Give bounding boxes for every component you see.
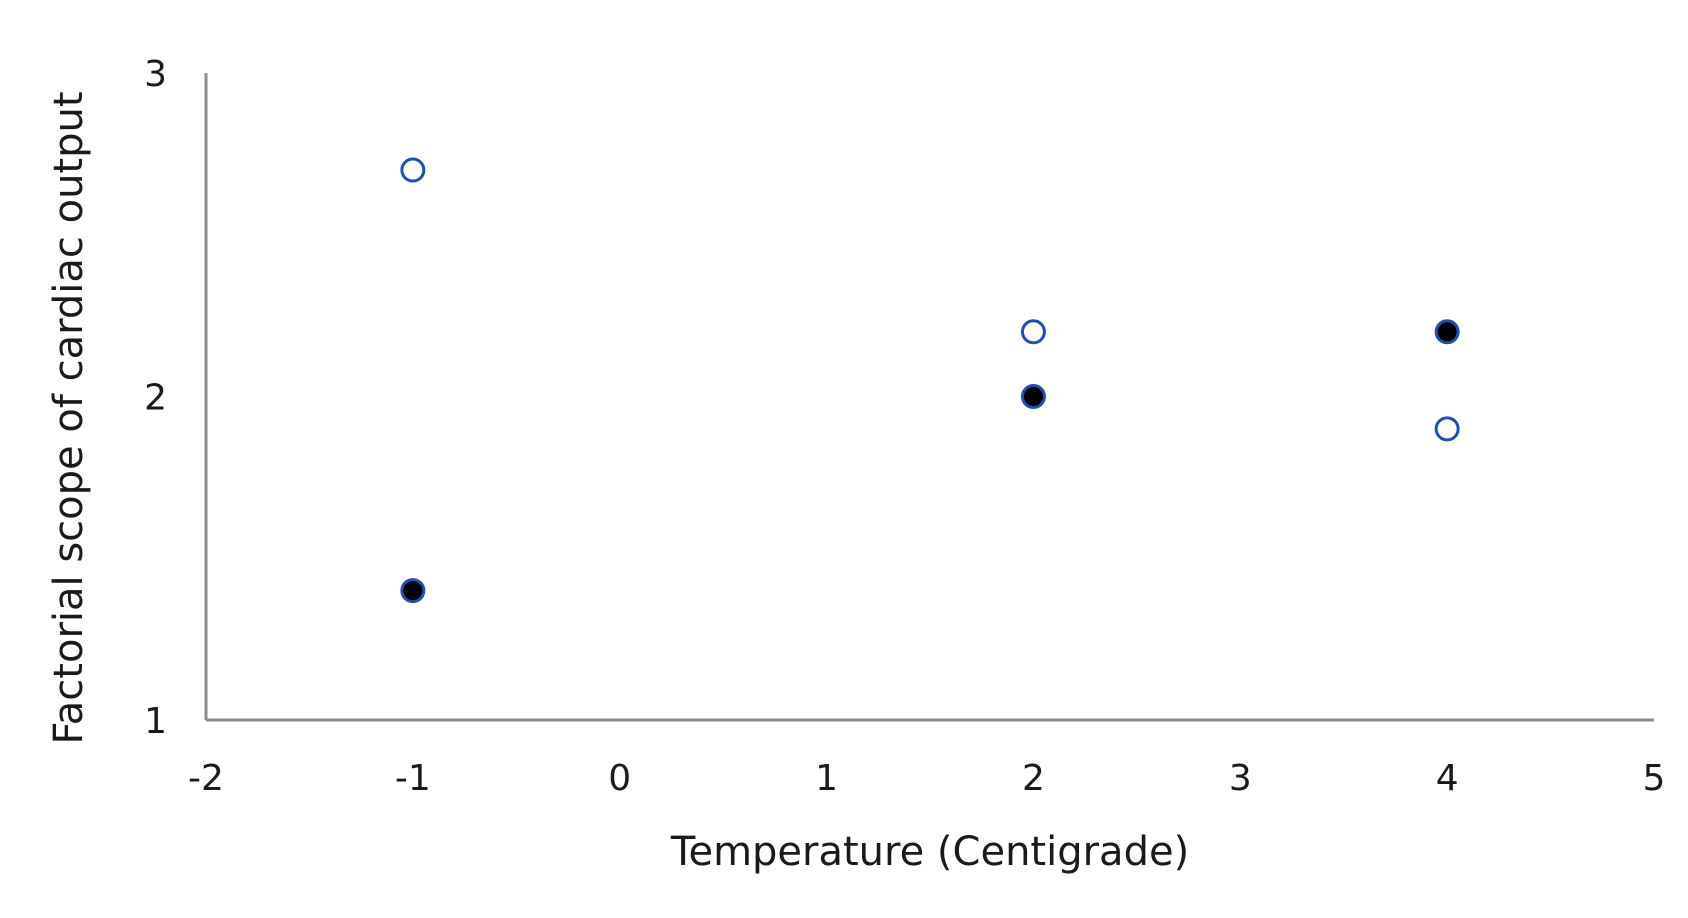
x-tick-label: -2: [188, 758, 224, 799]
x-tick-label: 5: [1643, 758, 1666, 799]
open-circle-point: [1020, 319, 1046, 345]
y-tick-labels: 1 2 3: [144, 54, 167, 742]
x-tick-label: 4: [1436, 758, 1459, 799]
open-circle-point: [400, 157, 426, 183]
x-tick-label: 2: [1022, 758, 1045, 799]
y-tick-label: 1: [144, 701, 167, 742]
open-circle-point: [1434, 416, 1460, 442]
x-tick-labels: -2 -1 0 1 2 3 4 5: [188, 758, 1665, 799]
data-points: [400, 157, 1460, 604]
y-tick-label: 2: [144, 378, 167, 419]
x-tick-label: -1: [395, 758, 431, 799]
x-axis-title: Temperature (Centigrade): [670, 829, 1189, 875]
filled-circle-point: [400, 578, 426, 604]
x-tick-label: 3: [1229, 758, 1252, 799]
filled-circle-point: [1434, 319, 1460, 345]
x-tick-label: 1: [815, 758, 838, 799]
filled-circle-point: [1020, 384, 1046, 409]
y-tick-label: 3: [144, 54, 167, 95]
x-tick-label: 0: [608, 758, 631, 799]
axes: [204, 73, 1654, 722]
y-axis-title: Factorial scope of cardiac output: [46, 91, 92, 744]
